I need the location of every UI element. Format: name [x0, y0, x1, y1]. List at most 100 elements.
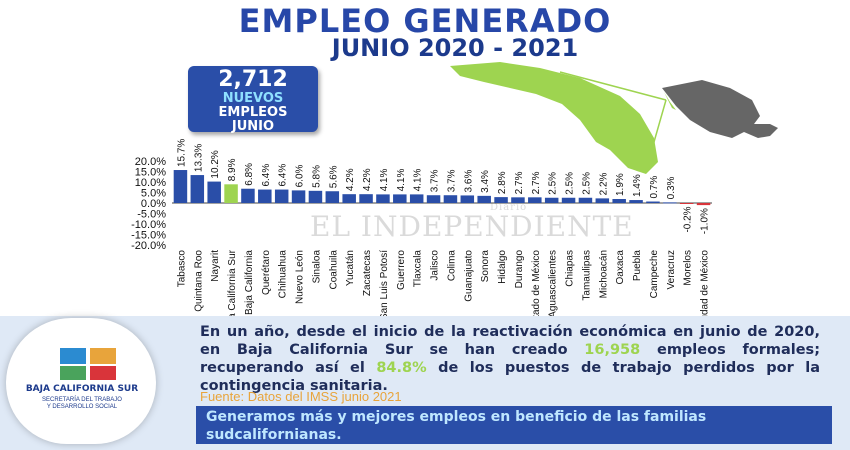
- bar: [241, 188, 255, 203]
- y-tick-label: 20.0%: [135, 156, 166, 168]
- data-label: 4.1%: [396, 168, 407, 191]
- data-label: 13.3%: [193, 144, 204, 172]
- data-label: 2.5%: [548, 172, 559, 195]
- bar: [561, 197, 576, 203]
- bar: [291, 190, 306, 203]
- summary-message: En un año, desde el inicio de la reactiv…: [200, 323, 820, 395]
- data-label: 8.9%: [227, 158, 238, 181]
- x-tick-label: Tabasco: [176, 250, 187, 288]
- bar: [409, 194, 424, 203]
- x-tick-label: Coahuila: [328, 250, 339, 290]
- data-label: 2.5%: [565, 172, 576, 195]
- bar: [528, 197, 542, 203]
- badge-line-3: JUNIO: [231, 119, 275, 134]
- x-tick-label: Tlaxcala: [413, 250, 424, 288]
- footer-banner: Generamos más y mejores empleos en benef…: [196, 406, 832, 444]
- y-tick-label: -20.0%: [131, 240, 166, 252]
- x-tick-label: Oaxaca: [615, 250, 626, 285]
- x-tick-label: Yucatán: [345, 250, 356, 286]
- data-label: 0.7%: [649, 176, 660, 199]
- data-label: 1.9%: [615, 173, 626, 196]
- x-tick-label: Ciudad de México: [700, 250, 711, 320]
- bar: [494, 197, 508, 203]
- bar: [359, 194, 373, 203]
- data-label: 0.3%: [666, 176, 677, 199]
- data-label: 2.7%: [514, 171, 525, 194]
- bar: [595, 198, 610, 203]
- data-label: 4.1%: [379, 168, 390, 191]
- data-label: 3.6%: [463, 170, 474, 193]
- logo-quad-3: [60, 366, 86, 380]
- bar: [544, 197, 559, 203]
- y-tick-label: 5.0%: [141, 188, 166, 200]
- bar: [173, 170, 188, 203]
- mexico-mainland: [662, 80, 778, 138]
- x-tick-label: Baja California: [244, 250, 255, 315]
- data-label: 15.7%: [176, 139, 187, 167]
- data-label: 4.2%: [362, 168, 373, 191]
- source-note: Fuente: Datos del IMSS junio 2021: [200, 389, 402, 404]
- logo-quad-1: [60, 348, 86, 364]
- x-tick-label: Nuevo León: [295, 250, 306, 304]
- bar: [342, 194, 356, 203]
- y-tick-label: -5.0%: [137, 209, 166, 221]
- data-label: 6.8%: [244, 163, 255, 186]
- bar: [308, 190, 323, 203]
- data-label: -0.2%: [683, 206, 694, 232]
- bar: [224, 184, 238, 203]
- logo-sub-1: SECRETARÍA DEL TRABAJO: [42, 397, 122, 403]
- x-tick-label: Estado de México: [531, 250, 542, 320]
- x-tick-label: Puebla: [632, 250, 643, 282]
- x-tick-label: Nayarit: [210, 250, 221, 282]
- x-tick-label: Durango: [514, 250, 525, 289]
- bar: [696, 203, 711, 206]
- bar: [477, 195, 491, 203]
- x-tick-label: Querétaro: [261, 250, 272, 295]
- message-highlight-percent: 84.8%: [376, 360, 427, 376]
- bar: [612, 199, 626, 203]
- x-tick-label: Jalisco: [430, 250, 441, 281]
- page-title: EMPLEO GENERADO: [238, 2, 612, 40]
- badge-line-2: EMPLEOS: [218, 105, 288, 120]
- data-label: 6.0%: [295, 164, 306, 187]
- x-tick-label: Michoacán: [598, 250, 609, 298]
- bar: [679, 203, 694, 204]
- y-tick-label: -15.0%: [131, 230, 166, 242]
- message-part-2: empleos formales; recuperando así el: [200, 342, 820, 376]
- state-logo-icon: [60, 348, 116, 380]
- y-tick-label: 10.0%: [135, 177, 166, 189]
- logo-sub-2: Y DESARROLLO SOCIAL: [46, 404, 118, 410]
- bar: [274, 189, 289, 203]
- x-tick-label: Guanajuato: [463, 250, 474, 302]
- x-tick-label: Campeche: [649, 250, 660, 299]
- bar: [511, 197, 525, 203]
- data-label: 6.4%: [278, 164, 289, 187]
- new-jobs-badge: 2,712 NUEVOS EMPLEOS JUNIO: [188, 66, 318, 134]
- new-jobs-number: 2,712: [218, 67, 288, 92]
- y-tick-label: 15.0%: [135, 167, 166, 179]
- x-tick-label: Aguascalientes: [548, 250, 559, 318]
- bar: [207, 181, 221, 203]
- bar: [426, 195, 441, 203]
- logo-badge: [6, 318, 156, 444]
- data-label: 5.6%: [328, 165, 339, 188]
- bar: [393, 194, 407, 203]
- data-label: 2.8%: [497, 171, 508, 194]
- employment-bar-chart: 20.0%15.0%10.0%5.0%0.0%-5.0%-10.0%-15.0%…: [131, 139, 712, 320]
- x-tick-label: Zacatecas: [362, 250, 373, 296]
- x-tick-label: Quintana Roo: [193, 250, 204, 312]
- x-tick-label: Veracruz: [666, 250, 677, 289]
- bar: [646, 201, 660, 203]
- logo-name: BAJA CALIFORNIA SUR: [25, 384, 139, 394]
- data-label: 10.2%: [210, 150, 221, 178]
- bar: [258, 189, 272, 203]
- data-label: 3.4%: [480, 170, 491, 193]
- x-tick-label: San Luis Potosí: [379, 250, 390, 320]
- message-highlight-jobs: 16,958: [584, 342, 641, 358]
- bar: [376, 194, 390, 203]
- data-label: 2.5%: [581, 172, 592, 195]
- logo-quad-2: [90, 348, 116, 364]
- logo-subtitle: SECRETARÍA DEL TRABAJO Y DESARROLLO SOCI…: [18, 397, 146, 411]
- bar: [460, 195, 475, 203]
- x-tick-label: Colima: [446, 250, 457, 282]
